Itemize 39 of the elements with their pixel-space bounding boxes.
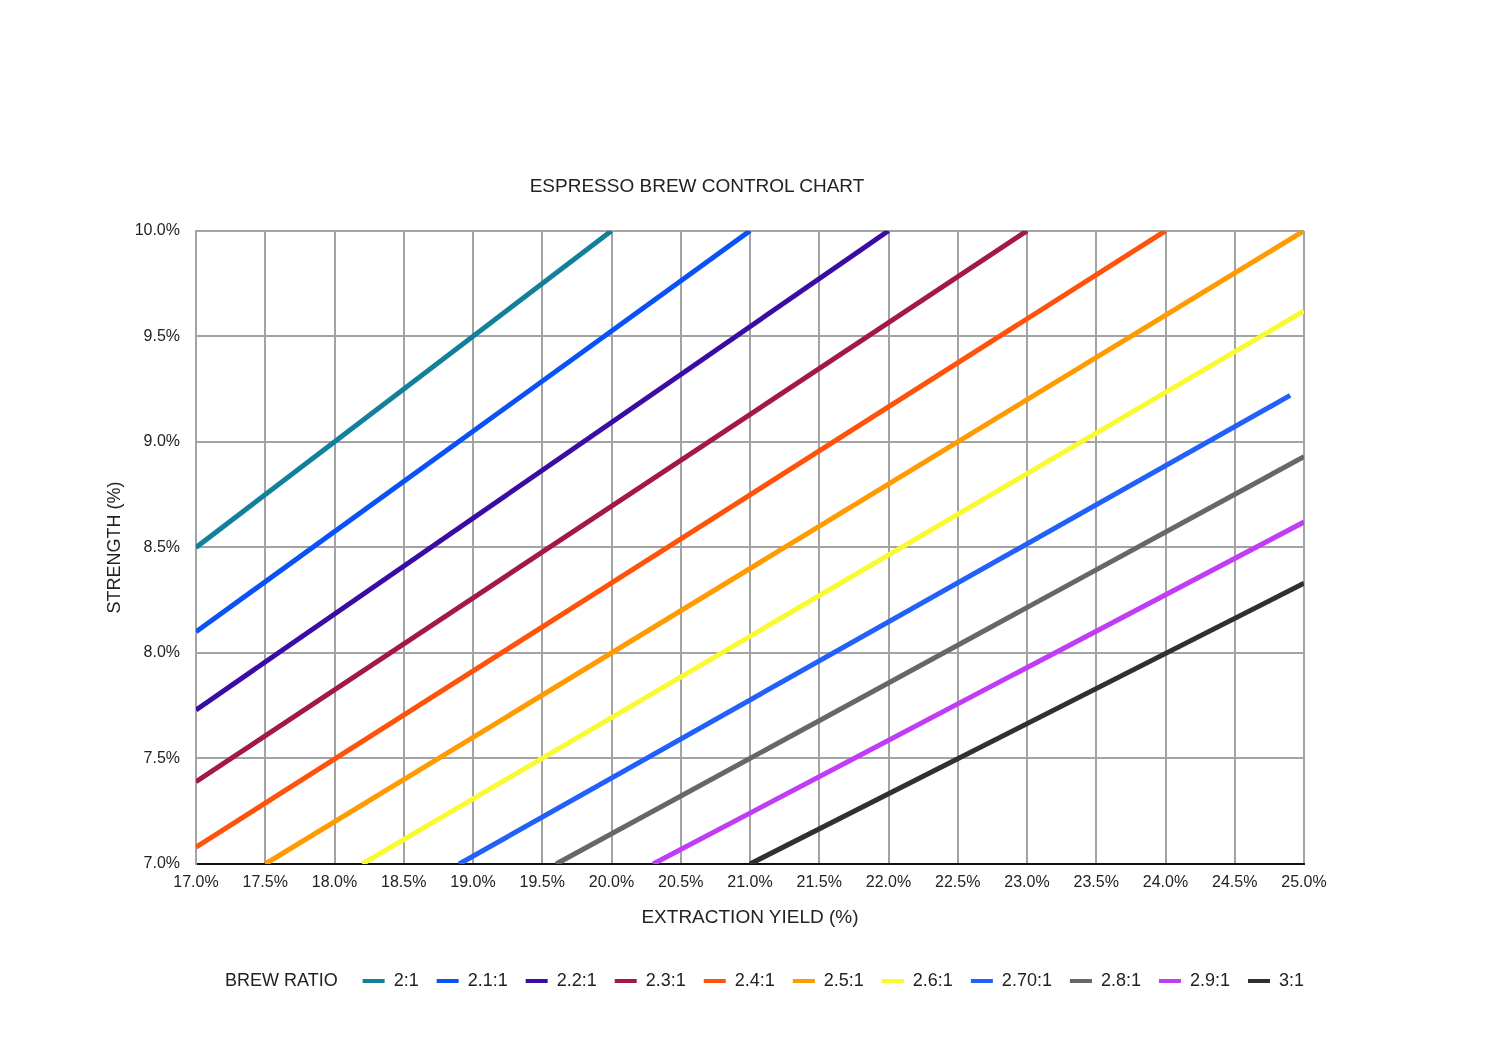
legend-label: 2.6:1	[912, 969, 953, 990]
y-tick-label: 9.5%	[143, 326, 180, 344]
y-axis-title: STRENGTH (%)	[103, 481, 124, 614]
y-tick-label: 8.5%	[143, 537, 180, 555]
x-tick-label: 22.5%	[935, 873, 981, 891]
y-tick-label: 8.0%	[143, 643, 180, 661]
x-tick-label: 24.0%	[1142, 873, 1189, 891]
x-tick-label: 23.0%	[1004, 873, 1050, 891]
y-tick-label: 7.5%	[143, 748, 180, 766]
x-tick-label: 17.0%	[173, 873, 219, 891]
legend-title: BREW RATIO	[224, 969, 338, 990]
x-tick-label: 20.5%	[658, 873, 704, 891]
legend-label: 2:1	[393, 969, 419, 990]
legend-label: 2.8:1	[1100, 969, 1141, 990]
legend-label: 2.9:1	[1189, 969, 1230, 990]
chart-title: ESPRESSO BREW CONTROL CHART	[529, 174, 865, 196]
legend-label: 2.2:1	[556, 969, 597, 990]
legend-label: 2.4:1	[734, 969, 775, 990]
x-tick-label: 21.0%	[727, 873, 773, 891]
x-tick-label: 18.5%	[381, 873, 427, 891]
x-tick-label: 19.5%	[519, 873, 565, 891]
legend-label: 2.5:1	[823, 969, 864, 990]
legend-label: 2.1:1	[467, 969, 508, 990]
x-tick-label: 17.5%	[242, 873, 288, 891]
legend-label: 2.70:1	[1001, 969, 1052, 990]
x-tick-label: 18.0%	[311, 873, 358, 891]
x-tick-label: 23.5%	[1073, 873, 1119, 891]
y-tick-label: 10.0%	[134, 221, 180, 239]
y-tick-label: 9.0%	[143, 432, 180, 450]
x-tick-label: 25.0%	[1281, 873, 1327, 891]
x-tick-label: 19.0%	[450, 873, 496, 891]
x-tick-label: 21.5%	[796, 873, 842, 891]
legend-label: 2.3:1	[645, 969, 686, 990]
x-tick-label: 20.0%	[588, 873, 635, 891]
x-axis-title: EXTRACTION YIELD (%)	[641, 905, 859, 927]
x-tick-label: 24.5%	[1212, 873, 1258, 891]
y-tick-label: 7.0%	[143, 854, 180, 872]
x-tick-label: 22.0%	[865, 873, 912, 891]
legend-label: 3:1	[1278, 969, 1305, 990]
